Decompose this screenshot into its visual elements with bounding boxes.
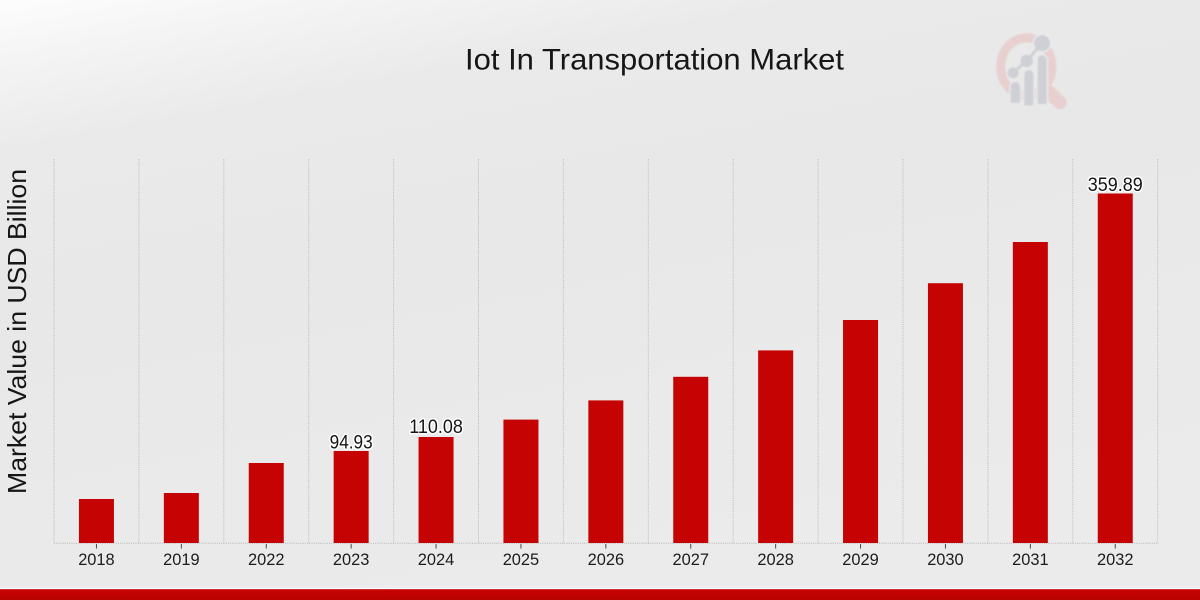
svg-text:2029: 2029 [842,550,879,569]
svg-text:359.89: 359.89 [1088,174,1143,196]
svg-text:2022: 2022 [248,550,285,569]
svg-text:94.93: 94.93 [330,432,373,454]
svg-text:Iot In Transportation Market: Iot In Transportation Market [465,43,845,76]
svg-text:2018: 2018 [78,550,115,569]
svg-text:110.08: 110.08 [409,416,463,438]
svg-text:2032: 2032 [1097,550,1134,569]
svg-text:2019: 2019 [163,550,200,569]
svg-text:2026: 2026 [588,550,625,569]
svg-text:2030: 2030 [927,550,964,569]
svg-text:2028: 2028 [757,550,794,569]
svg-text:2023: 2023 [333,550,370,569]
svg-text:2027: 2027 [673,550,710,569]
svg-text:2025: 2025 [503,550,540,569]
svg-text:2024: 2024 [418,550,455,569]
svg-text:Market Value in USD Billion: Market Value in USD Billion [2,169,32,494]
svg-text:2031: 2031 [1012,550,1049,569]
